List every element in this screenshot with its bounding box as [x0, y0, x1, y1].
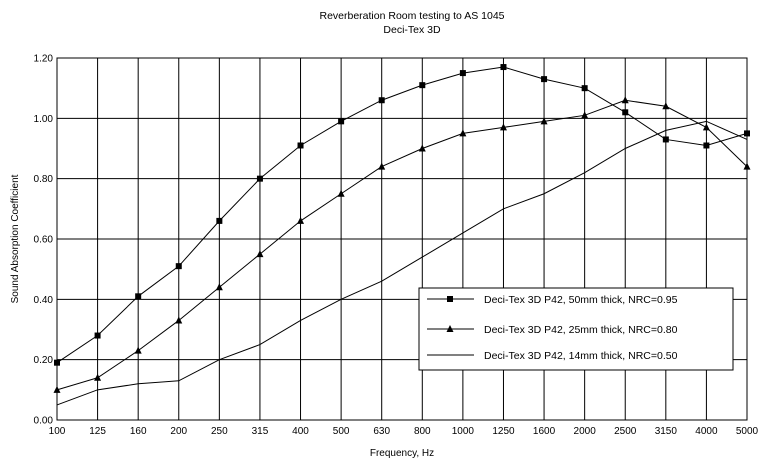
data-point: [134, 346, 142, 354]
x-tick-label: 100: [49, 426, 66, 437]
legend-label: Deci-Tex 3D P42, 50mm thick, NRC=0.95: [484, 294, 678, 306]
x-axis-label: Frequency, Hz: [370, 448, 434, 458]
data-point: [500, 64, 507, 71]
y-tick-labels: 0.00 0.20 0.40 0.60 0.80 1.00 1.20: [34, 54, 54, 427]
legend: Deci-Tex 3D P42, 50mm thick, NRC=0.95 Dec…: [418, 287, 734, 371]
data-point: [541, 76, 548, 83]
data-point: [135, 293, 142, 300]
data-point: [215, 283, 223, 291]
data-point: [337, 189, 345, 197]
data-point: [581, 85, 588, 92]
x-tick-label: 250: [211, 426, 228, 437]
x-tick-label: 200: [170, 426, 187, 437]
data-point: [94, 332, 101, 339]
data-point: [256, 175, 263, 182]
x-tick-label: 4000: [695, 426, 718, 437]
legend-item: Deci-Tex 3D P42, 25mm thick, NRC=0.80: [427, 324, 678, 336]
data-point: [54, 359, 60, 366]
data-point: [94, 373, 102, 381]
data-point: [418, 144, 426, 152]
y-tick-label: 0.20: [34, 355, 54, 366]
data-point: [216, 217, 223, 224]
legend-item: Deci-Tex 3D P42, 14mm thick, NRC=0.50: [427, 350, 678, 362]
series-layer: [53, 64, 751, 406]
x-tick-label: 3150: [655, 426, 678, 437]
data-point: [256, 250, 264, 258]
y-tick-label: 0.80: [34, 174, 54, 185]
legend-label: Deci-Tex 3D P42, 14mm thick, NRC=0.50: [484, 350, 678, 362]
data-point: [378, 97, 385, 104]
data-point: [662, 136, 669, 143]
data-point: [662, 102, 670, 110]
x-tick-label: 1250: [492, 426, 515, 437]
x-tick-label: 1000: [452, 426, 475, 437]
data-point: [702, 123, 710, 131]
y-tick-label: 1.20: [34, 54, 54, 65]
y-tick-label: 0.60: [34, 235, 54, 246]
data-point: [459, 129, 467, 137]
x-tick-label: 5000: [736, 426, 759, 437]
data-point: [540, 117, 548, 125]
data-point: [175, 263, 182, 270]
x-tick-label: 315: [252, 426, 269, 437]
y-axis-label: Sound Absorption Coefficient: [10, 174, 21, 303]
x-tick-label: 800: [414, 426, 431, 437]
y-tick-label: 1.00: [34, 114, 54, 125]
x-tick-label: 630: [373, 426, 390, 437]
x-tick-label: 1600: [533, 426, 556, 437]
data-point: [703, 142, 710, 149]
x-tick-label: 400: [292, 426, 309, 437]
data-point: [378, 162, 386, 170]
legend-item: Deci-Tex 3D P42, 50mm thick, NRC=0.95: [427, 294, 678, 306]
data-point: [297, 142, 304, 149]
data-point: [419, 82, 426, 89]
y-tick-label: 0.40: [34, 295, 54, 306]
chart-subtitle: Deci-Tex 3D: [383, 24, 441, 36]
series-line: [56, 99, 748, 391]
legend-label: Deci-Tex 3D P42, 25mm thick, NRC=0.80: [484, 324, 678, 336]
data-point: [459, 70, 466, 77]
data-point: [581, 111, 589, 119]
data-point: [175, 316, 183, 324]
x-tick-label: 160: [130, 426, 147, 437]
data-point: [744, 130, 750, 137]
data-point: [743, 162, 751, 170]
x-tick-label: 2500: [614, 426, 637, 437]
series-line: [56, 120, 748, 406]
data-point: [499, 123, 507, 131]
data-point: [53, 385, 61, 393]
x-tick-label: 125: [89, 426, 106, 437]
x-tick-labels: 100 125 160 200 250 315 400 500 630 800 1000 1250 16…: [49, 426, 759, 437]
data-point: [621, 96, 629, 104]
square-marker: [447, 296, 453, 302]
data-point: [338, 118, 345, 125]
series-3: [56, 120, 748, 406]
y-tick-label: 0.00: [34, 416, 54, 427]
data-point: [622, 109, 629, 116]
grid-lines: [57, 58, 747, 420]
chart-title: Reverberation Room testing to AS 1045: [319, 10, 504, 22]
data-point: [297, 216, 305, 224]
series-1: [54, 64, 750, 366]
x-tick-label: 500: [333, 426, 350, 437]
x-tick-label: 2000: [574, 426, 597, 437]
series-2: [53, 96, 751, 393]
triangle-marker: [446, 325, 454, 332]
series-line: [56, 66, 748, 364]
